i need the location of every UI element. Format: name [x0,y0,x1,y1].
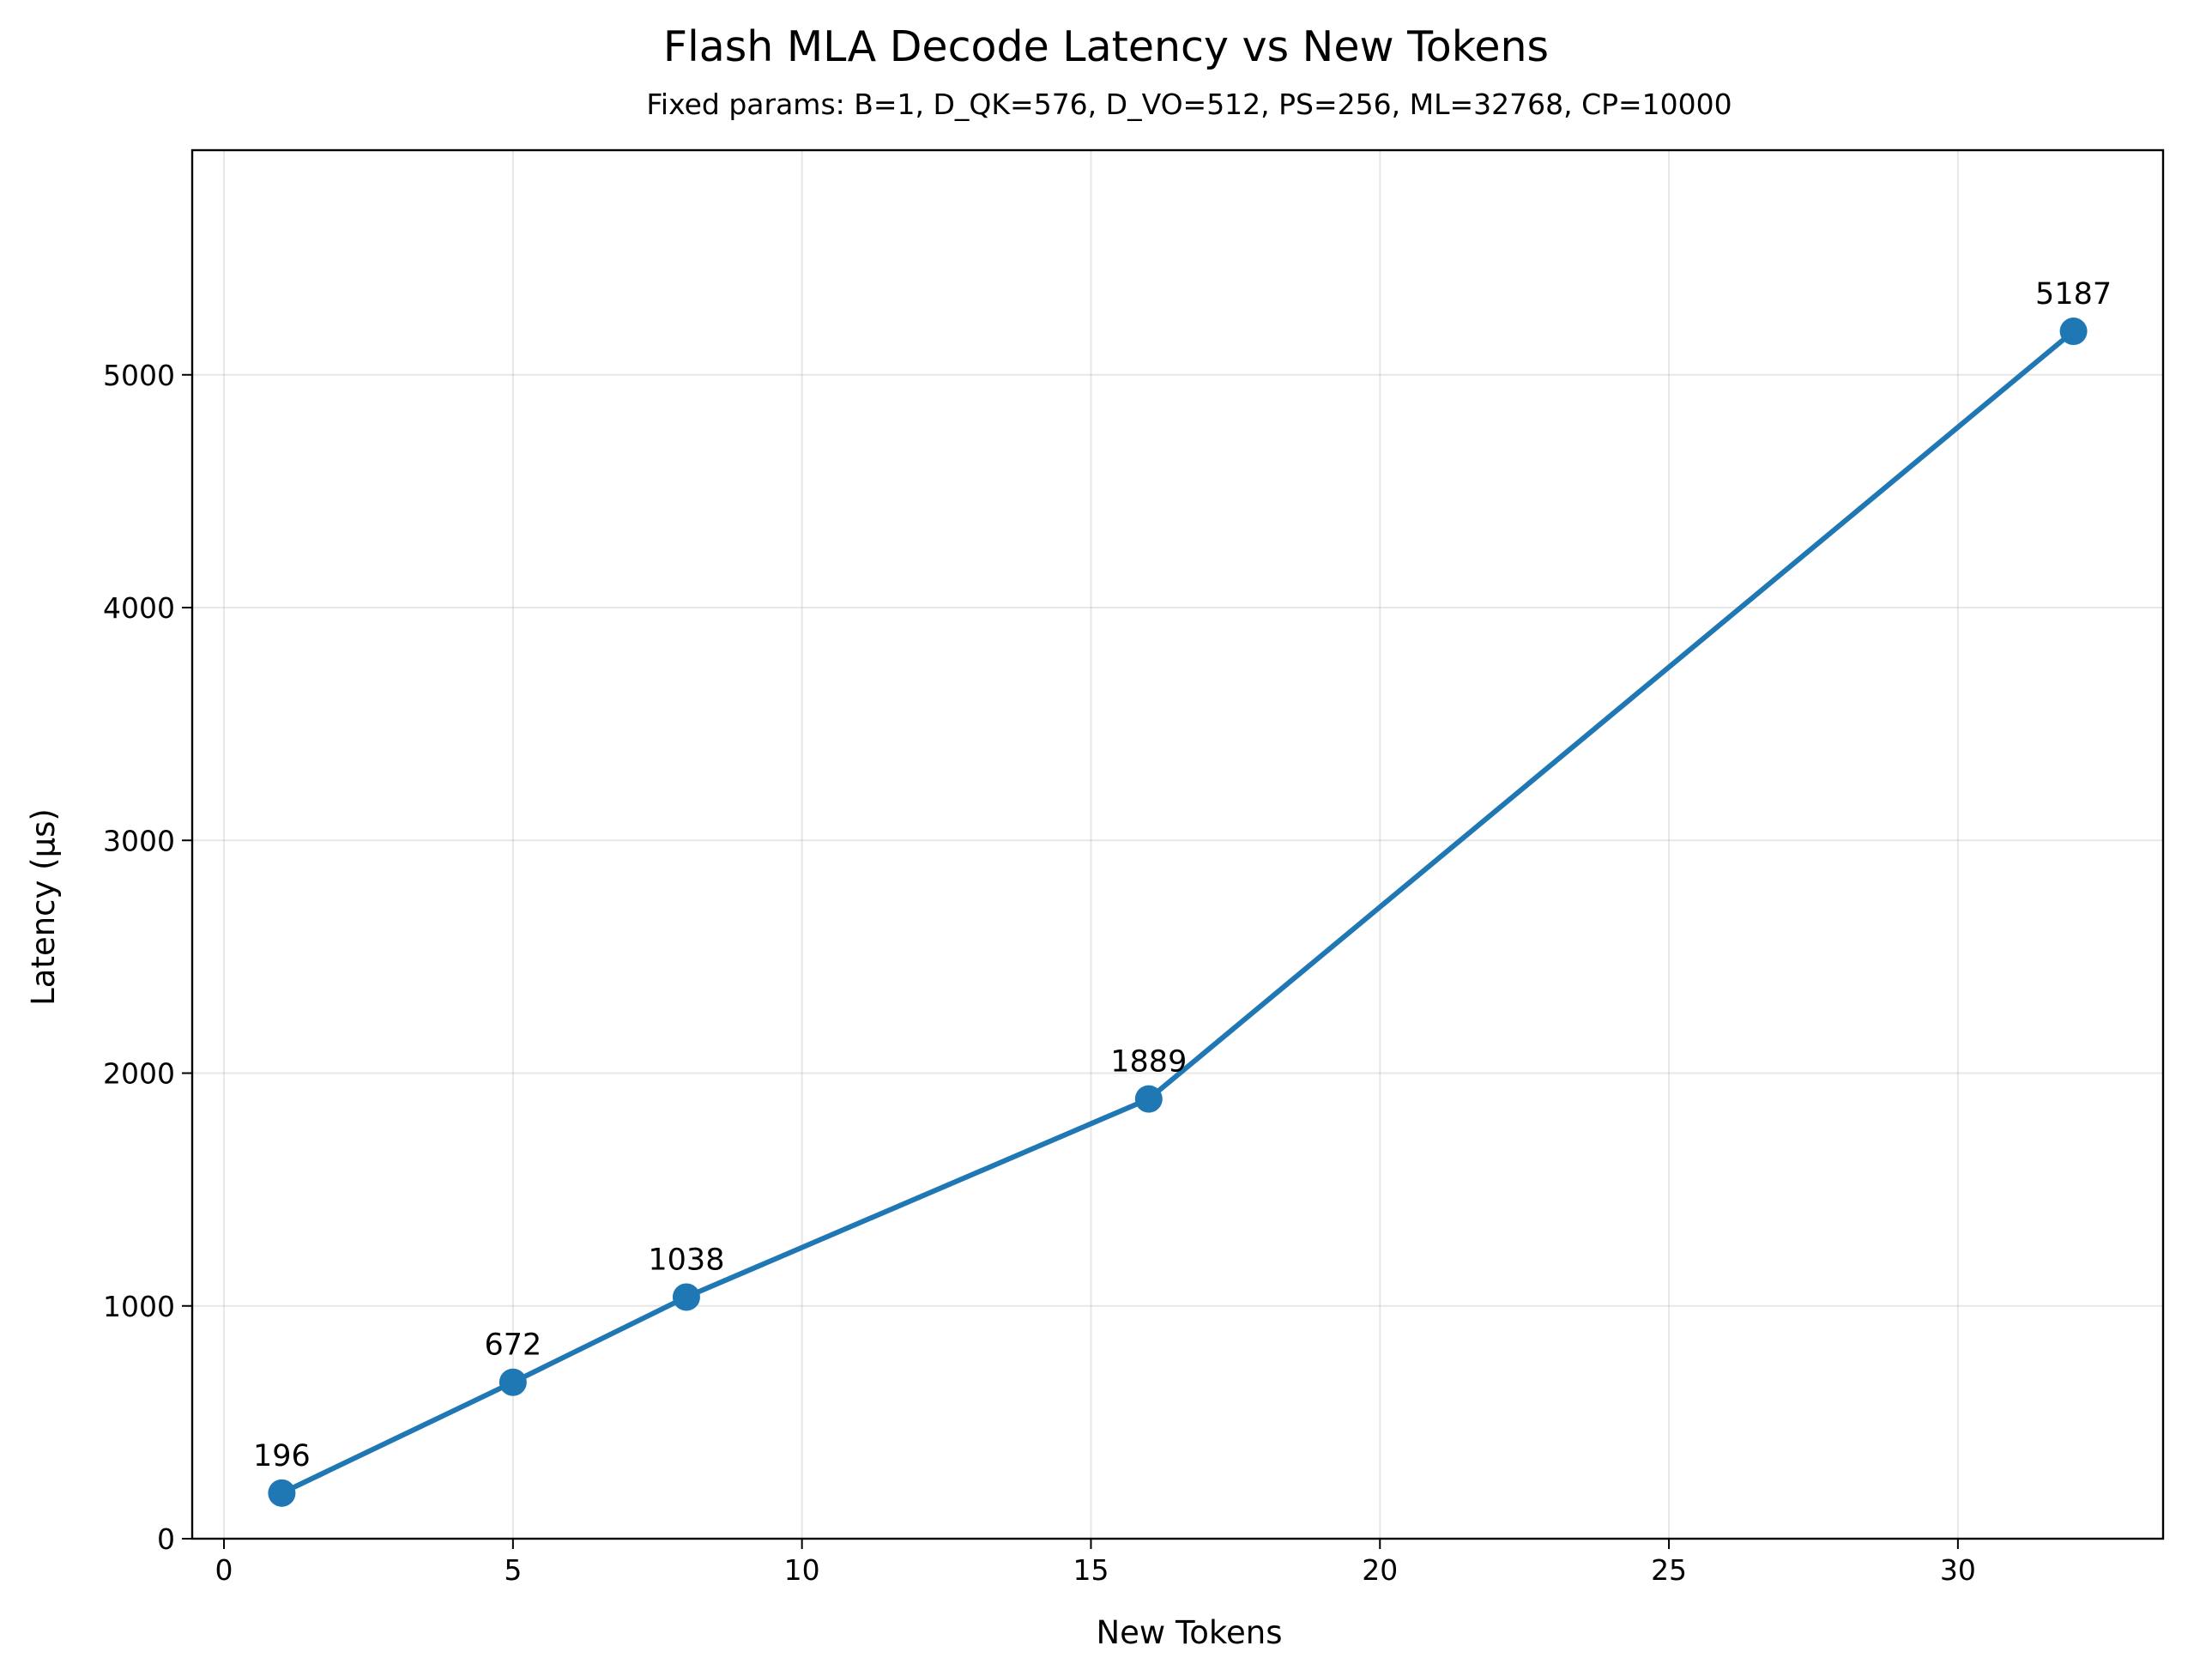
data-label: 1038 [648,1243,724,1277]
chart-title: Flash MLA Decode Latency vs New Tokens [663,22,1549,71]
chart-subtitle: Fixed params: B=1, D_QK=576, D_VO=512, P… [646,88,1732,121]
x-axis-label: New Tokens [1096,1614,1282,1651]
x-tick-label: 30 [1940,1553,1976,1587]
x-tick-label: 15 [1073,1553,1109,1587]
series-layer: 196 672 1038 1889 5187 [253,277,2112,1507]
data-label: 672 [484,1328,541,1363]
y-axis-label: Latency (µs) [25,808,62,1006]
data-label: 5187 [2035,277,2112,312]
data-point [672,1283,700,1311]
x-tick-label: 10 [784,1553,820,1587]
y-tick-label: 0 [157,1522,175,1556]
x-tick-label: 0 [215,1553,233,1587]
y-tick-label: 1000 [103,1290,175,1323]
grid [192,150,2163,1540]
y-tick-label: 2000 [103,1057,175,1091]
plot-frame [190,148,2165,1540]
x-tick-label: 20 [1362,1553,1398,1587]
data-label: 1889 [1110,1045,1187,1080]
y-tick-label: 3000 [103,824,175,857]
y-tick-label: 4000 [103,591,175,625]
data-point [2059,318,2088,346]
x-tick-label: 25 [1651,1553,1687,1587]
ticks: 0 5 10 15 20 25 30 0 1000 2000 3000 4000 5000 [103,359,1976,1587]
data-point [1134,1085,1163,1113]
data-point [499,1368,527,1396]
data-label: 196 [253,1439,311,1473]
y-tick-label: 5000 [103,359,175,392]
data-point [268,1479,296,1507]
series-line [279,329,2076,1496]
x-tick-label: 5 [504,1553,522,1587]
